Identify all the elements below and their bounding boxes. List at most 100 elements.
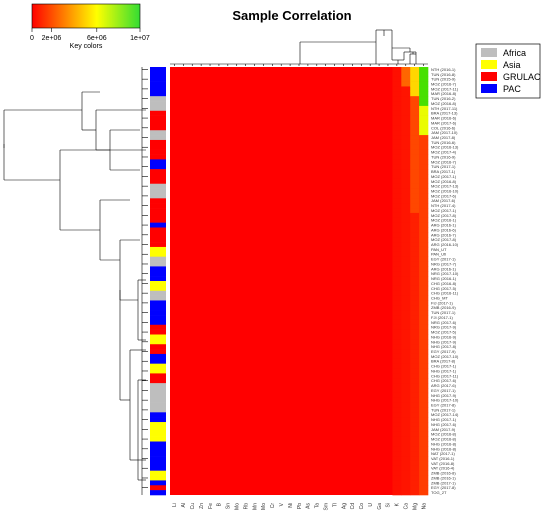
heatmap-cell bbox=[401, 295, 411, 301]
heatmap-cell bbox=[401, 67, 411, 73]
heatmap-cell bbox=[410, 125, 420, 131]
group-strip-cell bbox=[150, 465, 166, 471]
heatmap-cell bbox=[419, 232, 429, 238]
heatmap-cell bbox=[392, 353, 402, 360]
group-strip-cell bbox=[150, 436, 166, 442]
group-strip-cell bbox=[150, 237, 166, 243]
heatmap-cell bbox=[419, 417, 429, 423]
heatmap-cell bbox=[410, 86, 420, 92]
row-label: PAN_UT bbox=[431, 247, 447, 252]
heatmap-cell bbox=[392, 76, 402, 82]
heatmap-cell bbox=[401, 426, 411, 433]
row-label: NHG (2017-9) bbox=[431, 339, 457, 344]
heatmap-cell bbox=[410, 203, 420, 209]
row-label: NHG (2016-8) bbox=[431, 446, 457, 451]
group-strip-cell bbox=[150, 422, 166, 428]
heatmap-cell bbox=[410, 300, 420, 306]
heatmap-cell bbox=[410, 344, 420, 350]
heatmap-cell bbox=[410, 276, 420, 282]
heatmap-cell bbox=[419, 368, 429, 374]
heatmap-cell bbox=[392, 67, 402, 73]
heatmap-cell bbox=[392, 237, 402, 243]
heatmap-cell bbox=[392, 256, 402, 262]
heatmap-cell bbox=[419, 212, 429, 219]
row-label: NHG (2016-9) bbox=[431, 334, 457, 339]
row-label: JAM (2017-8) bbox=[431, 135, 456, 140]
heatmap-cell bbox=[401, 339, 411, 345]
heatmap-cell bbox=[410, 319, 420, 326]
heatmap-cell bbox=[410, 251, 420, 257]
heatmap-cell bbox=[401, 300, 411, 306]
heatmap-cell bbox=[392, 178, 402, 185]
heatmap-cell bbox=[419, 135, 429, 141]
heatmap-cell bbox=[410, 392, 420, 399]
heatmap-cell bbox=[419, 310, 429, 316]
heatmap-cell bbox=[419, 67, 429, 73]
heatmap-cell bbox=[419, 446, 429, 452]
group-strip-cell bbox=[150, 67, 166, 73]
heatmap-cell bbox=[401, 436, 411, 442]
heatmap-cell bbox=[401, 281, 411, 287]
group-strip-cell bbox=[150, 246, 166, 253]
heatmap-cell bbox=[419, 139, 429, 146]
heatmap-cell bbox=[392, 383, 402, 389]
heatmap-cell bbox=[410, 174, 420, 180]
row-label: MOZ (2016-1) bbox=[431, 218, 457, 223]
column-label: Zn bbox=[199, 503, 205, 509]
heatmap-cell bbox=[401, 470, 411, 476]
group-strip-cell bbox=[150, 295, 166, 301]
row-label: MOZ (2016-8) bbox=[431, 432, 457, 437]
key-tick-label: 2e+06 bbox=[42, 35, 62, 42]
heatmap-cell bbox=[410, 169, 420, 175]
heatmap-cell bbox=[392, 378, 402, 384]
heatmap-cell bbox=[401, 232, 411, 238]
heatmap-cell bbox=[419, 460, 429, 467]
row-label: MOZ (2017-1) bbox=[431, 174, 457, 179]
group-strip-cell bbox=[150, 300, 166, 306]
row-label: COL (2016-6) bbox=[431, 125, 456, 130]
heatmap-cell bbox=[410, 281, 420, 287]
heatmap-cell bbox=[419, 397, 429, 403]
heatmap-cell bbox=[401, 110, 411, 116]
heatmap-cell bbox=[419, 203, 429, 209]
heatmap-cell bbox=[419, 86, 429, 92]
column-label: K bbox=[395, 502, 401, 506]
heatmap-cell bbox=[419, 276, 429, 282]
heatmap-cell bbox=[392, 329, 402, 335]
heatmap-cell bbox=[401, 203, 411, 209]
heatmap-cell bbox=[401, 76, 411, 82]
group-strip-cell bbox=[150, 490, 166, 496]
heatmap-cell bbox=[419, 125, 429, 131]
heatmap-cell bbox=[419, 349, 429, 355]
heatmap-background bbox=[170, 67, 428, 495]
heatmap-cell bbox=[392, 397, 402, 403]
heatmap-cell bbox=[401, 242, 411, 248]
heatmap-cell bbox=[392, 217, 402, 223]
heatmap-cell bbox=[410, 407, 420, 413]
row-label: NHG (2017-9) bbox=[431, 393, 457, 398]
heatmap-cell bbox=[419, 480, 429, 486]
group-strip-cell bbox=[150, 470, 166, 476]
heatmap-cell bbox=[401, 465, 411, 471]
row-label: MOZ (2017-6) bbox=[431, 193, 457, 198]
heatmap-cell bbox=[410, 397, 420, 403]
group-strip-cell bbox=[150, 358, 166, 364]
row-label: MOZ (2016-8) bbox=[431, 101, 457, 106]
heatmap-cell bbox=[419, 164, 429, 170]
heatmap-cell bbox=[401, 353, 411, 360]
group-strip-cell bbox=[150, 353, 166, 360]
heatmap-cell bbox=[410, 208, 420, 214]
heatmap-cell bbox=[419, 412, 429, 418]
heatmap-cell bbox=[419, 81, 429, 87]
heatmap-cell bbox=[419, 256, 429, 262]
heatmap-cell bbox=[392, 120, 402, 126]
row-label: TUN (2016-6) bbox=[431, 140, 456, 145]
row-label: CHG_MT bbox=[431, 295, 448, 300]
heatmap-cell bbox=[401, 212, 411, 219]
heatmap-cell bbox=[410, 334, 420, 340]
heatmap-cell bbox=[410, 295, 420, 301]
heatmap-cell bbox=[401, 125, 411, 131]
heatmap-cell bbox=[419, 120, 429, 126]
heatmap-cell bbox=[392, 208, 402, 214]
heatmap-cell bbox=[392, 344, 402, 350]
